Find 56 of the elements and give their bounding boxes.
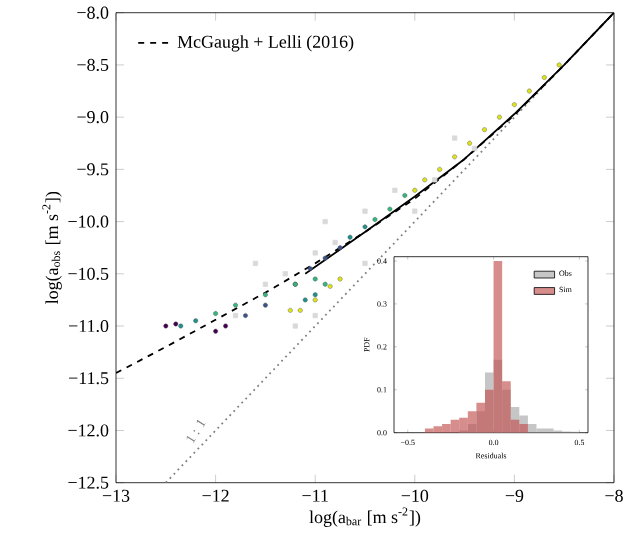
point — [282, 271, 288, 277]
x-tick-label: −13 — [102, 489, 130, 503]
point — [412, 208, 418, 214]
point — [422, 177, 428, 183]
point — [312, 313, 318, 319]
y-axis-title: log(a$_{obs}$ [m s$^{-2}$]) — [42, 192, 62, 305]
point — [307, 266, 313, 272]
point — [252, 261, 259, 267]
point — [402, 193, 408, 199]
x-tick-label: −10 — [401, 489, 429, 503]
y-tick-label: −9.0 — [77, 111, 109, 124]
point — [471, 146, 478, 152]
y-tick-label: −12.0 — [68, 424, 109, 437]
point — [262, 281, 268, 288]
point — [372, 217, 378, 223]
point — [312, 297, 318, 303]
x-tick-label: −8 — [605, 489, 623, 503]
point — [387, 206, 393, 212]
y-tick-label: −10.5 — [68, 267, 109, 281]
point — [526, 88, 532, 94]
point — [337, 276, 343, 282]
point — [193, 318, 199, 324]
point — [432, 177, 438, 183]
x-tick-label: −9 — [505, 489, 524, 503]
point — [232, 313, 239, 319]
point — [556, 62, 562, 68]
point — [332, 240, 338, 246]
point — [362, 224, 368, 230]
point — [302, 297, 308, 303]
point — [452, 154, 458, 160]
y-tick-label: −8.0 — [77, 6, 109, 20]
point — [312, 292, 318, 298]
point — [337, 245, 343, 251]
x-axis-title: log(a$_{bar}$ [m s$^{-2}$]) — [309, 507, 421, 528]
point — [312, 276, 318, 282]
point — [392, 187, 398, 194]
point — [322, 219, 328, 225]
legend-label: McGaugh + Lelli (2016) — [177, 35, 354, 52]
point — [173, 321, 179, 327]
y-tick-label: −11.5 — [69, 372, 109, 385]
y-tick-label: −8.5 — [77, 59, 109, 72]
point — [541, 75, 547, 81]
y-tick-label: −11.0 — [69, 320, 109, 333]
x-tick-label: −11 — [302, 489, 328, 502]
y-tick-label: −9.5 — [77, 163, 109, 176]
y-tick-label: −10.0 — [68, 215, 109, 228]
x-tick-label: −12 — [202, 489, 229, 502]
y-tick-label: −12.5 — [68, 476, 109, 489]
point — [322, 255, 328, 261]
point — [163, 323, 169, 329]
point — [178, 323, 184, 329]
point — [452, 135, 458, 141]
point — [362, 261, 368, 267]
point — [362, 208, 368, 214]
point — [292, 323, 298, 329]
point — [312, 250, 318, 256]
